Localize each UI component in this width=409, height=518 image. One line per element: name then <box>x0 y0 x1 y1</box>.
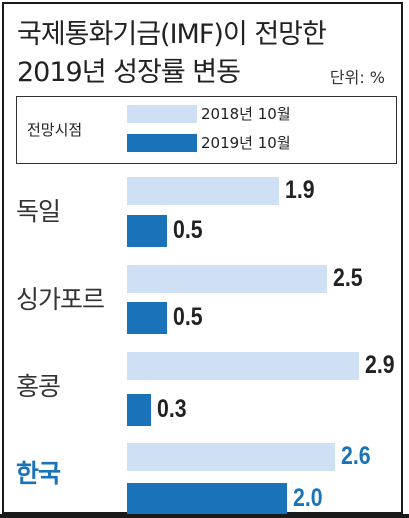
chart-title-line2: 2019년 성장률 변동 <box>17 57 241 88</box>
bar-singapore-2018 <box>127 265 327 293</box>
category-label-germany: 독일 <box>16 197 61 226</box>
value-label-korea-2019: 2.0 <box>293 484 323 512</box>
bar-korea-2019 <box>127 483 287 515</box>
category-label-hongkong: 홍콩 <box>16 372 61 401</box>
value-label-hongkong-2018: 2.9 <box>365 351 395 379</box>
category-label-korea: 한국 <box>16 459 61 488</box>
value-label-singapore-2019: 0.5 <box>173 303 203 331</box>
value-label-hongkong-2019: 0.3 <box>157 395 187 423</box>
bar-hongkong-2019 <box>127 394 151 426</box>
unit-label: 단위: % <box>329 68 385 87</box>
value-label-germany-2018: 1.9 <box>285 176 315 204</box>
legend-title: 전망시점 <box>27 121 83 139</box>
bar-germany-2019 <box>127 215 167 247</box>
bar-singapore-2019 <box>127 302 167 334</box>
value-label-germany-2019: 0.5 <box>173 216 203 244</box>
chart-frame: 국제통화기금(IMF)이 전망한 2019년 성장률 변동 단위: % 전망시점… <box>2 2 403 515</box>
legend: 전망시점 2018년 10월 2019년 10월 <box>16 96 397 164</box>
bar-korea-2018 <box>127 443 335 471</box>
legend-label-2019: 2019년 10월 <box>201 134 291 152</box>
bar-germany-2018 <box>127 177 279 205</box>
legend-label-2018: 2018년 10월 <box>201 105 291 123</box>
value-label-singapore-2018: 2.5 <box>333 264 363 292</box>
bottom-stripe <box>0 514 409 518</box>
category-label-singapore: 싱가포르 <box>16 285 105 314</box>
bar-hongkong-2018 <box>127 352 359 380</box>
chart-title-line1: 국제통화기금(IMF)이 전망한 <box>17 19 327 50</box>
value-label-korea-2018: 2.6 <box>341 442 371 470</box>
legend-swatch-2019 <box>127 134 197 152</box>
legend-swatch-2018 <box>127 105 197 123</box>
